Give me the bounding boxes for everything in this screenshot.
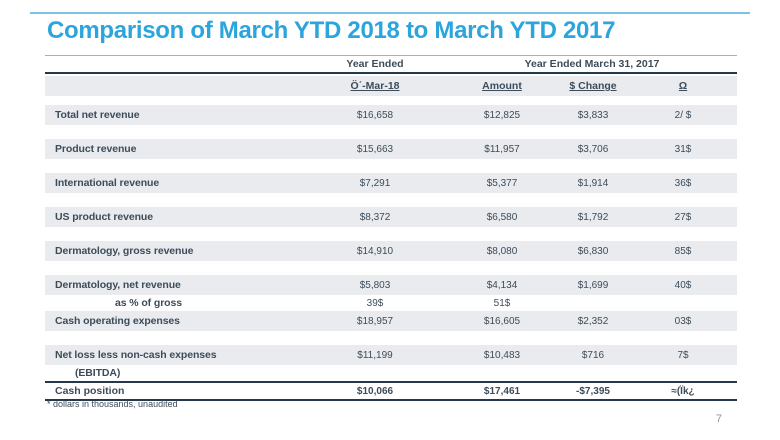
cell-value: $4,134 — [486, 279, 518, 291]
table-row: Net loss less non-cash expenses $11,199 $1… — [45, 345, 737, 365]
table-row-cash-position: Cash position $10,066 $17,461 -$7,395 ≈(… — [45, 383, 737, 399]
table-row: US product revenue $8,372 $6,580 $1,792 27$ — [45, 207, 737, 227]
table-row: Dermatology, net revenue $5,803 $4,134 $1,6… — [45, 275, 737, 295]
row-label: US product revenue — [55, 211, 153, 223]
slide-title: Comparison of March YTD 2018 to March YT… — [47, 17, 616, 44]
cell-value: 7$ — [677, 349, 689, 361]
cell-value: ≈(Ïk¿ — [671, 385, 695, 397]
cell-value: $5,803 — [359, 279, 391, 291]
cell-value: $8,372 — [359, 211, 391, 223]
header-divider-line — [45, 72, 737, 74]
cell-value: $1,914 — [577, 177, 609, 189]
row-label: Product revenue — [55, 143, 137, 155]
cell-value: $18,957 — [356, 315, 394, 327]
column-header-mar18: Ö΄-Mar-18 — [350, 80, 400, 92]
cell-value: $1,792 — [577, 211, 609, 223]
cell-value: $7,291 — [359, 177, 391, 189]
cell-value: $6,830 — [577, 245, 609, 257]
cell-value: $2,352 — [577, 315, 609, 327]
row-label: Net loss less non-cash expenses — [55, 349, 217, 361]
cell-value: -$7,395 — [576, 385, 610, 397]
row-label: Dermatology, gross revenue — [55, 245, 194, 257]
column-header-percent-change: Ω — [678, 80, 688, 92]
cell-value: $11,957 — [484, 143, 520, 155]
cell-value: 03$ — [674, 315, 692, 327]
cell-value: $10,066 — [356, 385, 394, 397]
cell-value: 39$ — [366, 297, 384, 309]
cell-value: 36$ — [674, 177, 692, 189]
title-divider-line — [45, 55, 737, 56]
cell-value: $16,605 — [483, 315, 521, 327]
row-label: as % of gross — [115, 297, 182, 309]
cell-value: 85$ — [674, 245, 692, 257]
cell-value: $3,833 — [577, 109, 609, 121]
row-label: Dermatology, net revenue — [55, 279, 181, 291]
cell-value: 27$ — [674, 211, 692, 223]
cell-value: $716 — [581, 349, 605, 361]
cell-value: $15,663 — [356, 143, 394, 155]
cell-value: $17,461 — [483, 385, 521, 397]
spacer — [45, 96, 737, 105]
cell-value: $12,825 — [483, 109, 521, 121]
comparison-table: Year Ended Year Ended March 31, 2017 Ö΄-… — [45, 55, 737, 401]
cell-value: $3,706 — [577, 143, 609, 155]
table-row: International revenue $7,291 $5,377 $1,914 3… — [45, 173, 737, 193]
row-label: (EBITDA) — [75, 367, 121, 379]
row-label: Total net revenue — [55, 109, 140, 121]
cell-value: $10,483 — [483, 349, 521, 361]
cell-value: $8,080 — [486, 245, 518, 257]
cell-value: $16,658 — [356, 109, 394, 121]
footnote: * dollars in thousands, unaudited — [47, 399, 178, 409]
cell-value: $1,699 — [577, 279, 609, 291]
table-row: Dermatology, gross revenue $14,910 $8,080 $… — [45, 241, 737, 261]
table-group-header-row: Year Ended Year Ended March 31, 2017 — [45, 57, 737, 70]
cell-value: 40$ — [674, 279, 692, 291]
cell-value: 31$ — [674, 143, 692, 155]
table-row: Product revenue $15,663 $11,957 $3,706 31$ — [45, 139, 737, 159]
row-label: Cash operating expenses — [55, 315, 180, 327]
cell-value: $11,199 — [357, 349, 393, 361]
cell-value: 51$ — [493, 297, 511, 309]
cell-value: $6,580 — [486, 211, 518, 223]
cash-position-top-line — [45, 381, 737, 383]
cell-value: 2/ $ — [674, 109, 692, 121]
cell-value: $5,377 — [486, 177, 518, 189]
cash-position-bottom-line — [45, 399, 737, 401]
top-accent-line — [30, 12, 750, 14]
column-header-dollar-change: $ Change — [569, 80, 617, 92]
table-column-header-row: Ö΄-Mar-18 Amount $ Change Ω — [45, 76, 737, 96]
group-header-year-ended: Year Ended — [346, 57, 404, 70]
table-row: (EBITDA) — [45, 365, 737, 381]
row-label: Cash position — [55, 385, 125, 397]
table-row: Total net revenue $16,658 $12,825 $3,833 2/ … — [45, 105, 737, 125]
cell-value: $14,910 — [356, 245, 394, 257]
table-row: Cash operating expenses $18,957 $16,605 $2,… — [45, 311, 737, 331]
group-header-year-ended-2017: Year Ended March 31, 2017 — [524, 57, 660, 70]
column-header-amount: Amount — [482, 80, 522, 92]
page-number: 7 — [715, 413, 722, 425]
row-label: International revenue — [55, 177, 160, 189]
table-body: Total net revenue $16,658 $12,825 $3,833 2/ … — [45, 105, 737, 381]
table-row: as % of gross 39$ 51$ — [45, 295, 737, 311]
